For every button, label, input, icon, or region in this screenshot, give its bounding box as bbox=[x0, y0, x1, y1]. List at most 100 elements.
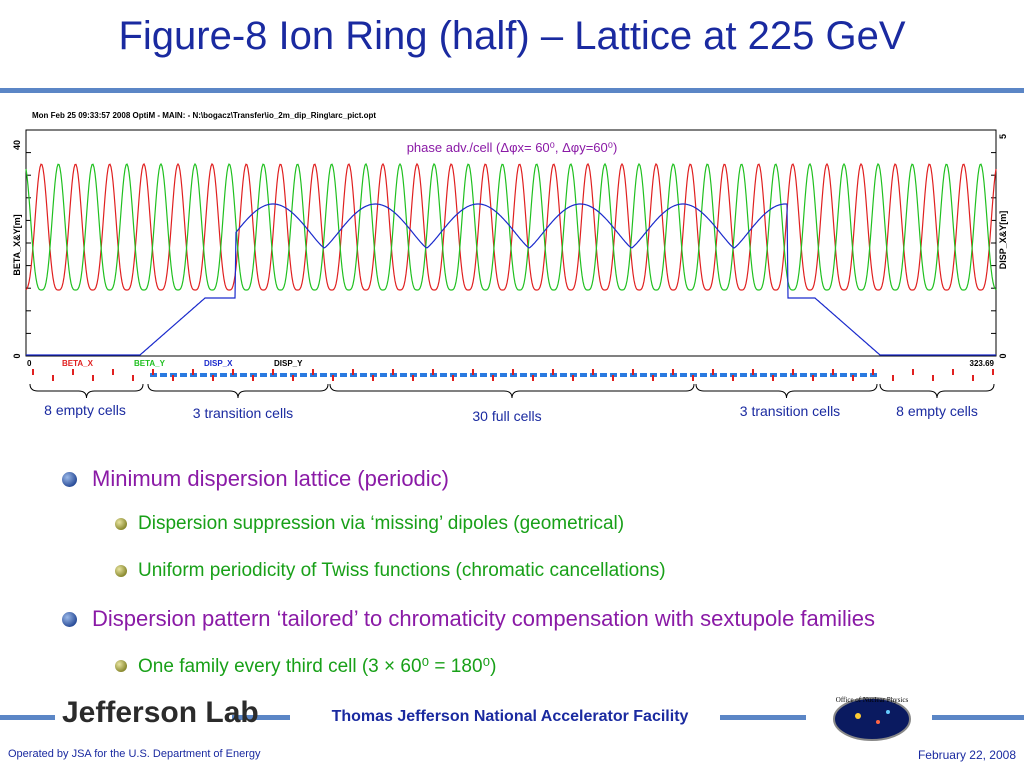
quad-marker bbox=[972, 375, 974, 381]
dipole-marker bbox=[680, 373, 687, 377]
dipole-marker bbox=[380, 373, 387, 377]
quad-marker bbox=[712, 369, 714, 375]
operated-by: Operated by JSA for the U.S. Department … bbox=[8, 748, 261, 760]
dipole-marker bbox=[340, 373, 347, 377]
footer-rule-right bbox=[932, 715, 1024, 720]
dipole-marker bbox=[260, 373, 267, 377]
quad-marker bbox=[672, 369, 674, 375]
x-end-label: 323.69 bbox=[970, 359, 995, 368]
phase-annotation: phase adv./cell (Δφx= 60⁰, Δφy=60⁰) bbox=[407, 140, 618, 155]
logo-oval bbox=[833, 697, 911, 741]
left-axis-label: BETA_X&Y[m] bbox=[12, 214, 22, 275]
bullet-marker bbox=[115, 518, 127, 530]
legend-beta-y: BETA_Y bbox=[134, 359, 166, 368]
dipole-marker bbox=[540, 373, 547, 377]
bullet-marker bbox=[62, 612, 77, 627]
quad-marker bbox=[452, 375, 454, 381]
dipole-marker bbox=[240, 373, 247, 377]
quad-marker bbox=[192, 369, 194, 375]
quad-marker bbox=[792, 369, 794, 375]
quad-marker bbox=[392, 369, 394, 375]
nuc-logo-text: Office of Nuclear Physics bbox=[836, 696, 909, 704]
dipole-marker bbox=[600, 373, 607, 377]
disp-x-curve bbox=[26, 203, 996, 356]
quad-marker bbox=[92, 375, 94, 381]
quad-marker bbox=[872, 369, 874, 375]
dipole-marker bbox=[860, 373, 867, 377]
lattice-plot: Mon Feb 25 09:33:57 2008 OptiM - MAIN: -… bbox=[12, 111, 1008, 424]
quad-marker bbox=[352, 369, 354, 375]
slide-date: February 22, 2008 bbox=[917, 748, 1016, 762]
quad-marker bbox=[72, 369, 74, 375]
quad-marker bbox=[852, 375, 854, 381]
quad-marker bbox=[132, 375, 134, 381]
bullet-item: Dispersion suppression via ‘missing’ dip… bbox=[138, 513, 625, 534]
dipole-marker bbox=[640, 373, 647, 377]
quad-marker bbox=[732, 375, 734, 381]
footer-rule-mid-left bbox=[232, 715, 290, 720]
quad-marker bbox=[752, 369, 754, 375]
quad-marker bbox=[332, 375, 334, 381]
quad-marker bbox=[632, 369, 634, 375]
quad-marker bbox=[212, 375, 214, 381]
dipole-marker bbox=[160, 373, 167, 377]
quad-marker bbox=[612, 375, 614, 381]
dipole-marker bbox=[580, 373, 587, 377]
dipole-marker bbox=[460, 373, 467, 377]
group-label-transition-left: 3 transition cells bbox=[193, 405, 293, 421]
legend-disp-y: DISP_Y bbox=[274, 359, 303, 368]
bullet-marker bbox=[62, 472, 77, 487]
dipole-marker bbox=[620, 373, 627, 377]
group-label-transition-right: 3 transition cells bbox=[740, 403, 840, 419]
dipole-marker bbox=[820, 373, 827, 377]
dipole-marker bbox=[700, 373, 707, 377]
quad-marker bbox=[312, 369, 314, 375]
brace bbox=[329, 383, 695, 399]
right-tick-top: 5 bbox=[998, 134, 1008, 139]
slide-title: Figure-8 Ion Ring (half) – Lattice at 22… bbox=[118, 14, 906, 58]
dipole-marker bbox=[560, 373, 567, 377]
quad-marker bbox=[472, 369, 474, 375]
right-tick-bottom: 0 bbox=[998, 353, 1008, 358]
quad-marker bbox=[932, 375, 934, 381]
quad-marker bbox=[512, 369, 514, 375]
bullet-item: One family every third cell (3 × 60⁰ = 1… bbox=[138, 656, 497, 677]
quad-marker bbox=[152, 369, 154, 375]
dipole-marker bbox=[840, 373, 847, 377]
footer-rule-mid-right bbox=[720, 715, 806, 720]
dipole-marker bbox=[500, 373, 507, 377]
dipole-marker bbox=[360, 373, 367, 377]
jefferson-lab-logo: Jefferson Lab bbox=[62, 696, 259, 730]
quad-marker bbox=[252, 375, 254, 381]
logo-text: Jefferson Lab bbox=[62, 696, 259, 729]
dipole-marker bbox=[520, 373, 527, 377]
group-label-empty-right: 8 empty cells bbox=[896, 403, 978, 419]
dipole-marker bbox=[420, 373, 427, 377]
lattice-elements bbox=[32, 369, 994, 381]
quad-marker bbox=[772, 375, 774, 381]
quad-marker bbox=[172, 375, 174, 381]
quad-marker bbox=[912, 369, 914, 375]
dipole-marker bbox=[800, 373, 807, 377]
group-label-full: 30 full cells bbox=[472, 408, 541, 424]
star-icon bbox=[886, 710, 890, 714]
legend-beta-x: BETA_X bbox=[62, 359, 94, 368]
bullet-item: Dispersion pattern ‘tailored’ to chromat… bbox=[92, 606, 875, 631]
quad-marker bbox=[112, 369, 114, 375]
dipole-marker bbox=[660, 373, 667, 377]
bullet-marker bbox=[115, 660, 127, 672]
quad-marker bbox=[692, 375, 694, 381]
quad-marker bbox=[292, 375, 294, 381]
optics-curves bbox=[25, 162, 997, 356]
quad-marker bbox=[32, 369, 34, 375]
plot-header: Mon Feb 25 09:33:57 2008 OptiM - MAIN: -… bbox=[32, 111, 376, 120]
quad-marker bbox=[992, 369, 994, 375]
quad-marker bbox=[812, 375, 814, 381]
dipole-marker bbox=[720, 373, 727, 377]
bullet-item: Minimum dispersion lattice (periodic) bbox=[92, 466, 450, 491]
legend-disp-x: DISP_X bbox=[204, 359, 233, 368]
dipole-marker bbox=[760, 373, 767, 377]
left-tick-top: 40 bbox=[12, 140, 22, 150]
quad-marker bbox=[652, 375, 654, 381]
brace bbox=[695, 383, 878, 399]
